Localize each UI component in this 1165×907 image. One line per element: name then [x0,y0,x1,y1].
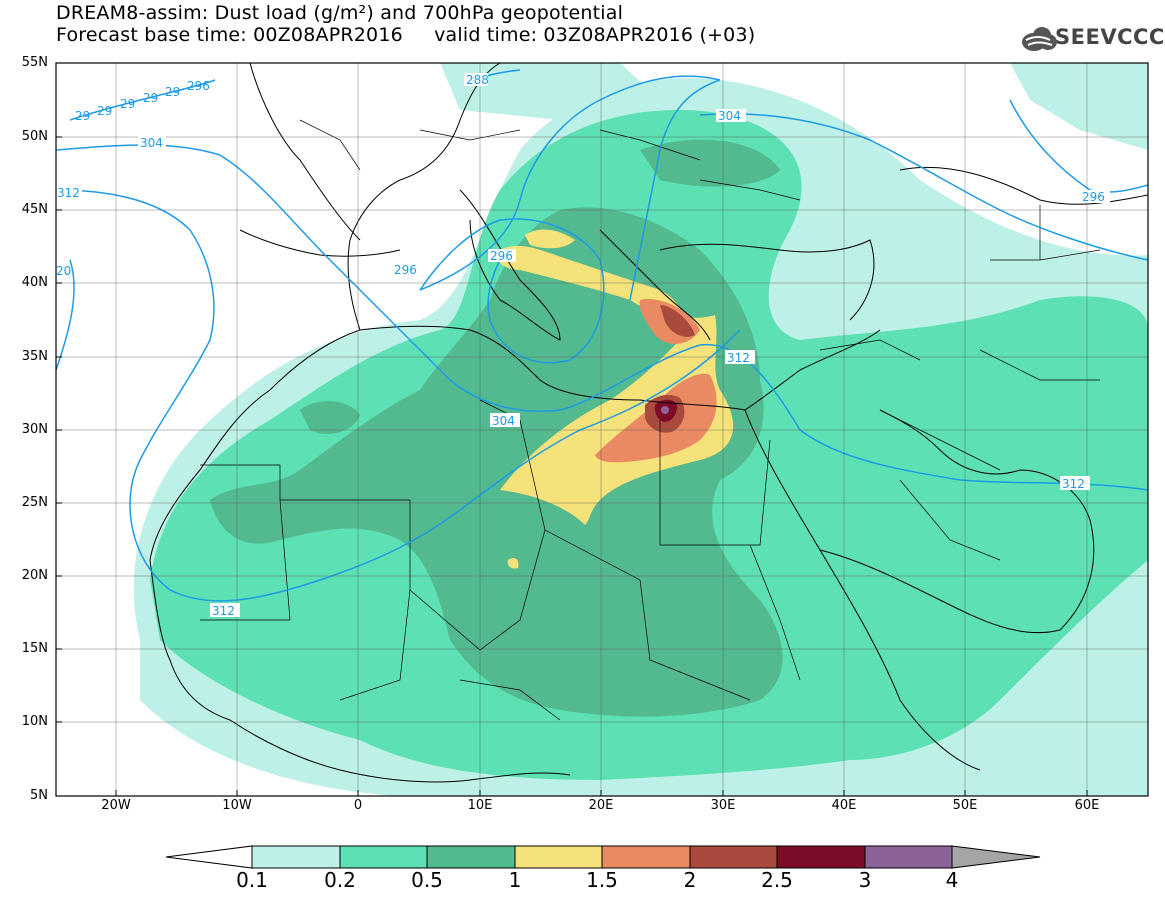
dust-patch-crete [660,305,695,337]
logo-text: SEEVCCC [1055,25,1165,49]
contour-label-312-levant: 312 [727,351,750,365]
country-borders [200,119,1101,721]
dust-patch-chad [507,557,519,569]
colorbar [165,845,1041,869]
colorbar-label: 2 [683,868,697,892]
colorbar-over-triangle [951,845,1041,869]
colorbar-label: 1.5 [586,868,618,892]
contour-label-296-caspian: 296 [1082,190,1105,204]
contour-label-29-a: 29 [75,109,90,123]
lon-label: 0 [353,798,363,813]
contour-label-288: 288 [466,73,489,87]
contour-label-29-d: 29 [143,91,158,105]
colorbar-label: 2.5 [761,868,793,892]
lat-label: 5N [30,788,48,803]
lon-label: 50E [952,798,978,813]
lat-label: 10N [21,714,48,729]
colorbar-swatch-2 [426,845,516,869]
dust-band-0.1-ne [1010,63,1148,150]
colorbar-label: 4 [945,868,959,892]
dust-patch-west [300,400,360,435]
colorbar-label: 1 [508,868,522,892]
colorbar-swatch-5 [689,845,778,869]
contour-label-304-west: 304 [140,136,163,150]
map-title: DREAM8-assim: Dust load (g/m²) and 700hP… [56,2,624,24]
tick-marks [56,62,1088,796]
lat-label: 20N [21,568,48,583]
lon-label: 40E [831,798,857,813]
colorbar-label: 3 [858,868,872,892]
lon-label: 20W [101,798,131,813]
contour-label-304-east: 304 [718,109,741,123]
lat-label: 30N [21,422,48,437]
contour-label-304-libya: 304 [492,414,515,428]
lat-label: 50N [21,129,48,144]
map-subtitle-times: Forecast base time: 00Z08APR2016 valid t… [56,24,756,46]
colorbar-swatch-1 [339,845,428,869]
colorbar-label: 0.5 [411,868,443,892]
lat-label: 25N [21,495,48,510]
dust-band-3 [661,406,669,414]
coastlines [149,63,1148,783]
contour-label-29-e: 29 [165,85,180,99]
lat-label: 55N [21,55,48,70]
contour-label-312-west: 312 [57,186,80,200]
contour-label-20: 20 [56,264,71,278]
colorbar-swatch-4 [601,845,691,869]
dust-patch-adriatic [525,229,575,249]
contour-label-312-sahara: 312 [212,604,235,618]
graticule [56,63,1148,796]
lon-label: 10E [467,798,493,813]
contour-label-312-arabia: 312 [1062,477,1085,491]
dust-band-0.5 [210,207,783,717]
cloud-logo-icon [1022,27,1057,51]
contour-label-29-c: 29 [120,97,135,111]
lon-label: 20E [588,798,614,813]
lat-label: 45N [21,202,48,217]
lon-label: 30E [710,798,736,813]
colorbar-swatch-6 [776,845,866,869]
colorbar-label: 0.1 [236,868,268,892]
lat-label: 15N [21,641,48,656]
lon-label: 10W [222,798,252,813]
colorbar-swatch-0 [251,845,341,869]
lat-label: 35N [21,349,48,364]
colorbar-under-triangle [165,845,253,869]
contour-label-29-b: 29 [97,104,112,118]
contour-labels: 288 304 312 296 304 312 296 304 312 312 … [56,73,1110,618]
colorbar-swatch-3 [514,845,603,869]
lon-label: 60E [1074,798,1100,813]
colorbar-swatch-7 [864,845,953,869]
colorbar-label: 0.2 [324,868,356,892]
contour-label-296-iberia: 296 [394,263,417,277]
contour-label-296-italy: 296 [490,249,513,263]
dust-band-0.1-north [440,63,660,120]
contour-label-296-top: 296 [187,79,210,93]
lat-label: 40N [21,275,48,290]
